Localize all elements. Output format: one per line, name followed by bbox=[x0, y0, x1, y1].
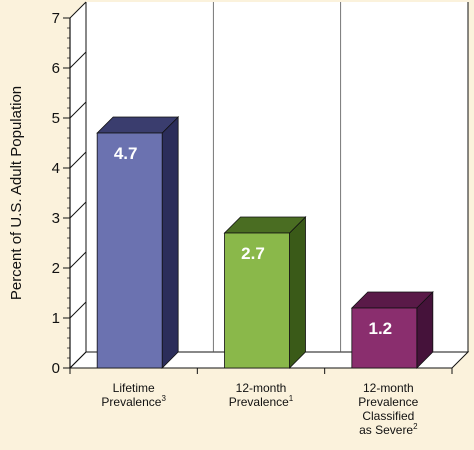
x-tick-label: 12-month Prevalence Classified as Severe2 bbox=[358, 381, 418, 437]
y-tick-label: 3 bbox=[52, 210, 60, 227]
x-tick-label-line: 12-month bbox=[236, 381, 287, 395]
bar-side bbox=[161, 116, 179, 369]
x-tick-label-line: as Severe bbox=[359, 423, 413, 437]
footnote-superscript: 2 bbox=[413, 422, 418, 431]
y-tick-diagonal bbox=[69, 201, 87, 219]
y-tick-label: 0 bbox=[52, 360, 60, 377]
y-tick-label: 5 bbox=[52, 110, 60, 127]
y-tick-label: 1 bbox=[52, 310, 60, 327]
y-tick-diagonal bbox=[69, 51, 87, 69]
back-wall bbox=[86, 2, 468, 352]
y-tick-diagonal bbox=[69, 301, 87, 319]
bar bbox=[96, 132, 163, 369]
y-tick-diagonal bbox=[69, 101, 87, 119]
y-tick-label: 6 bbox=[52, 60, 60, 77]
bar-side bbox=[289, 216, 306, 369]
x-tick-label-line: 12-month bbox=[363, 381, 414, 395]
x-tick-label-line: Prevalence bbox=[101, 395, 161, 409]
left-wall bbox=[70, 2, 86, 368]
y-tick-diagonal bbox=[69, 1, 87, 19]
data-label: 2.7 bbox=[241, 244, 265, 263]
x-tick-label: 12-month Prevalence1 bbox=[229, 381, 294, 409]
bar bbox=[224, 232, 290, 369]
x-tick-label-line: Classified bbox=[362, 409, 414, 423]
y-tick-label: 7 bbox=[52, 10, 60, 27]
x-tick-label-line: Lifetime bbox=[113, 381, 155, 395]
y-tick-label: 2 bbox=[52, 260, 60, 277]
x-tick-label-line: Prevalence bbox=[358, 395, 418, 409]
footnote-superscript: 3 bbox=[161, 394, 166, 403]
x-tick-label-line: Prevalence bbox=[229, 395, 289, 409]
bar bbox=[351, 307, 418, 369]
data-label: 4.7 bbox=[114, 144, 138, 163]
y-tick-diagonal bbox=[69, 151, 87, 169]
data-label: 1.2 bbox=[369, 319, 393, 338]
y-axis-label: Percent of U.S. Adult Population bbox=[8, 86, 25, 300]
y-tick-diagonal bbox=[69, 351, 87, 369]
y-tick-label: 4 bbox=[52, 160, 60, 177]
x-tick-label: Lifetime Prevalence3 bbox=[101, 381, 166, 409]
footnote-superscript: 1 bbox=[289, 394, 294, 403]
y-tick-diagonal bbox=[69, 251, 87, 269]
